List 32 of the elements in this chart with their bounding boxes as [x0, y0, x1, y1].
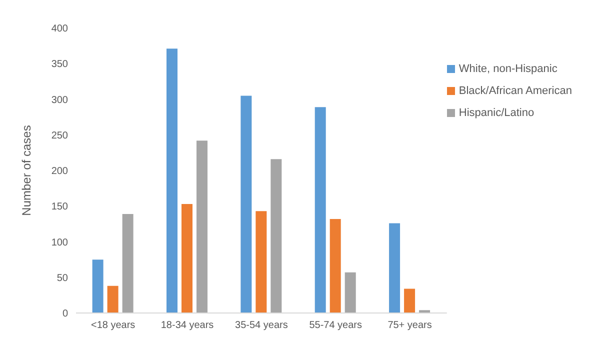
y-tick-label: 150 — [51, 202, 68, 213]
x-tick-label: 18-34 years — [160, 320, 214, 332]
bar — [256, 211, 267, 313]
y-axis-title: Number of cases — [19, 125, 34, 216]
bar — [181, 204, 192, 313]
y-tick-label: 200 — [51, 166, 68, 178]
x-tick-label: 35-54 years — [235, 320, 288, 332]
bar — [240, 96, 252, 313]
bar — [314, 107, 326, 313]
y-tick-label: 0 — [62, 308, 68, 320]
y-tick-label: 350 — [51, 59, 68, 70]
legend-label: Hispanic/Latino — [458, 107, 534, 119]
bar — [404, 288, 416, 313]
y-tick-label: 250 — [51, 130, 68, 142]
bar — [107, 286, 118, 313]
bar — [330, 218, 341, 313]
bar — [344, 272, 356, 313]
legend-label: White, non-Hispanic — [458, 63, 558, 75]
x-tick-label: 55-74 years — [309, 320, 362, 332]
bar — [389, 223, 400, 313]
y-tick-label: 400 — [51, 24, 68, 35]
bar — [122, 214, 134, 313]
bar — [270, 159, 282, 313]
bar — [166, 48, 178, 313]
y-tick-label: 100 — [51, 237, 68, 248]
legend-label: Black/African American — [458, 85, 572, 97]
bar — [92, 260, 104, 313]
x-tick-label: <18 years — [90, 320, 136, 332]
y-tick-label: 50 — [56, 272, 68, 284]
y-tick-label: 300 — [51, 94, 68, 106]
x-tick-label: 75+ years — [388, 320, 432, 332]
bar — [196, 140, 208, 313]
